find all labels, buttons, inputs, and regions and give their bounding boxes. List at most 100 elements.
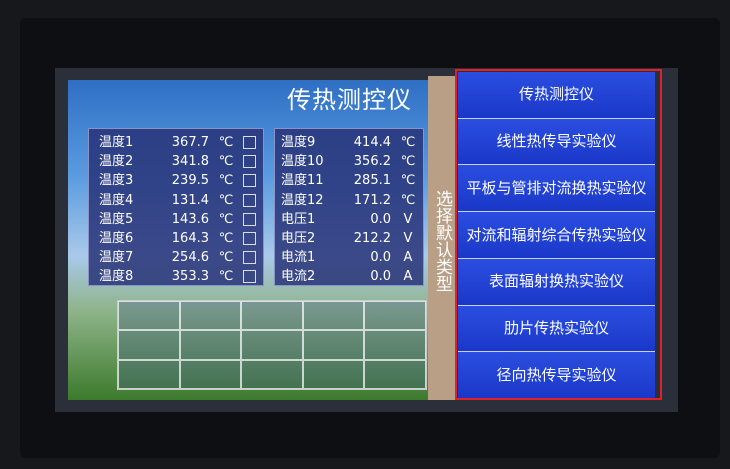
table-cell: [118, 359, 180, 389]
right-readings-panel: 温度9 414.4 ℃ 温度10 356.2 ℃ 温度11 285.1 ℃ 温度12 171.2 ℃ 电…: [274, 128, 424, 286]
reading-label: 电压1: [281, 211, 316, 227]
menu-item-label: 表面辐射换热实验仪: [488, 272, 624, 291]
table-cell: [241, 301, 303, 331]
menu-item-label: 对流和辐射综合传热实验仪: [466, 225, 647, 244]
reading-unit: A: [403, 250, 413, 266]
reading-label: 温度4: [99, 192, 134, 208]
reading-value: 414.4: [353, 135, 391, 150]
reading-row: 温度1 367.7 ℃: [99, 133, 256, 152]
reading-checkbox[interactable]: [243, 155, 256, 169]
type-menu: 传热测控仪线性热传导实验仪平板与管排对流换热实验仪 对流和辐射综合传热实验仪 表面辐…: [458, 72, 655, 399]
reading-row: 温度12 171.2 ℃: [281, 191, 425, 210]
reading-row: 温度6 164.3 ℃: [99, 229, 256, 248]
reading-checkbox[interactable]: [243, 136, 256, 149]
menu-item[interactable]: 线性热传导实验仪: [458, 118, 655, 166]
reading-unit: ℃: [400, 192, 416, 208]
data-table: [117, 300, 427, 390]
reading-row: 电流2 0.0 A: [281, 267, 425, 286]
menu-item[interactable]: 表面辐射换热实验仪: [458, 258, 655, 306]
reading-label: 温度2: [99, 154, 134, 170]
highlight-box: [455, 69, 662, 400]
reading-unit: ℃: [218, 154, 234, 170]
reading-label: 温度1: [99, 135, 134, 150]
table-cell: [118, 301, 180, 331]
table-cell: [241, 359, 303, 389]
table-cell: [364, 301, 426, 331]
menu-item-label: 传热测控仪: [518, 85, 594, 104]
reading-unit: ℃: [218, 231, 234, 246]
menu-item[interactable]: 对流和辐射综合传热实验仪: [458, 212, 655, 259]
menu-item[interactable]: 平板与管排对流换热实验仪: [458, 165, 655, 213]
reading-value: 131.4: [171, 192, 209, 208]
menu-item-label: 肋片传热实验仪: [503, 318, 609, 337]
reading-value: 143.6: [171, 211, 209, 227]
reading-unit: ℃: [400, 173, 416, 189]
page-title: 传热测控仪: [287, 86, 412, 114]
reading-label: 电压2: [281, 231, 316, 246]
table-cell: [118, 330, 180, 360]
reading-unit: ℃: [218, 135, 234, 150]
reading-row: 温度8 353.3 ℃: [99, 267, 256, 286]
reading-checkbox[interactable]: [243, 193, 256, 207]
reading-value: 285.1: [353, 173, 391, 189]
menu-item[interactable]: 肋片传热实验仪: [458, 305, 655, 353]
reading-value: 164.3: [171, 231, 209, 246]
reading-value: 341.8: [171, 154, 209, 170]
table-cell: [302, 359, 365, 389]
reading-unit: ℃: [218, 250, 234, 266]
table-cell: [302, 301, 365, 331]
reading-unit: ℃: [400, 135, 416, 150]
reading-label: 温度11: [281, 173, 324, 189]
select-default-type-label: 选择默认类型: [428, 76, 455, 400]
reading-label: 温度7: [99, 250, 134, 266]
hmi-screen: 传热测控仪 温度1 367.7 ℃ 温度2 341.8 ℃ 温度3 239.5 ℃ 温度4 131.…: [55, 68, 678, 412]
table-cell: [364, 359, 426, 389]
menu-item-label: 径向热传导实验仪: [496, 365, 617, 384]
reading-row: 电流1 0.0 A: [281, 248, 425, 267]
reading-label: 温度8: [99, 269, 134, 285]
reading-value: 171.2: [353, 192, 391, 208]
menu-item-label: 线性热传导实验仪: [496, 132, 617, 151]
reading-checkbox[interactable]: [243, 212, 256, 226]
reading-value: 353.3: [171, 269, 209, 285]
menu-item[interactable]: 径向热传导实验仪: [458, 352, 655, 399]
reading-label: 温度5: [99, 211, 134, 227]
menu-item[interactable]: 传热测控仪: [458, 72, 655, 119]
reading-unit: ℃: [218, 192, 234, 208]
table-cell: [302, 330, 365, 360]
reading-label: 温度12: [281, 192, 324, 208]
reading-value: 356.2: [353, 154, 391, 170]
reading-label: 电流1: [281, 250, 316, 266]
reading-row: 温度7 254.6 ℃: [99, 248, 256, 267]
reading-unit: ℃: [218, 173, 234, 189]
reading-value: 367.7: [171, 135, 209, 150]
reading-value: 254.6: [171, 250, 209, 266]
reading-label: 温度9: [281, 135, 316, 150]
table-cell: [179, 359, 242, 389]
reading-unit: A: [403, 269, 413, 285]
reading-checkbox[interactable]: [243, 232, 256, 245]
table-cell: [179, 330, 242, 360]
table-cell: [241, 330, 303, 360]
reading-checkbox[interactable]: [243, 270, 256, 284]
reading-checkbox[interactable]: [243, 174, 256, 188]
reading-value: 0.0: [370, 211, 391, 227]
reading-unit: V: [403, 211, 413, 227]
reading-row: 温度9 414.4 ℃: [281, 133, 425, 152]
reading-label: 温度10: [281, 154, 324, 170]
reading-unit: ℃: [400, 154, 416, 170]
reading-value: 239.5: [171, 173, 209, 189]
menu-item-label: 平板与管排对流换热实验仪: [466, 178, 647, 197]
reading-label: 电流2: [281, 269, 316, 285]
reading-checkbox[interactable]: [243, 251, 256, 265]
reading-value: 0.0: [370, 250, 391, 266]
reading-row: 温度5 143.6 ℃: [99, 210, 256, 229]
reading-value: 212.2: [353, 231, 391, 246]
reading-row: 温度4 131.4 ℃: [99, 191, 256, 210]
table-cell: [364, 330, 426, 360]
reading-row: 温度2 341.8 ℃: [99, 152, 256, 171]
reading-unit: ℃: [218, 269, 234, 285]
reading-unit: ℃: [218, 211, 234, 227]
reading-row: 电压2 212.2 V: [281, 229, 425, 248]
reading-value: 0.0: [370, 269, 391, 285]
